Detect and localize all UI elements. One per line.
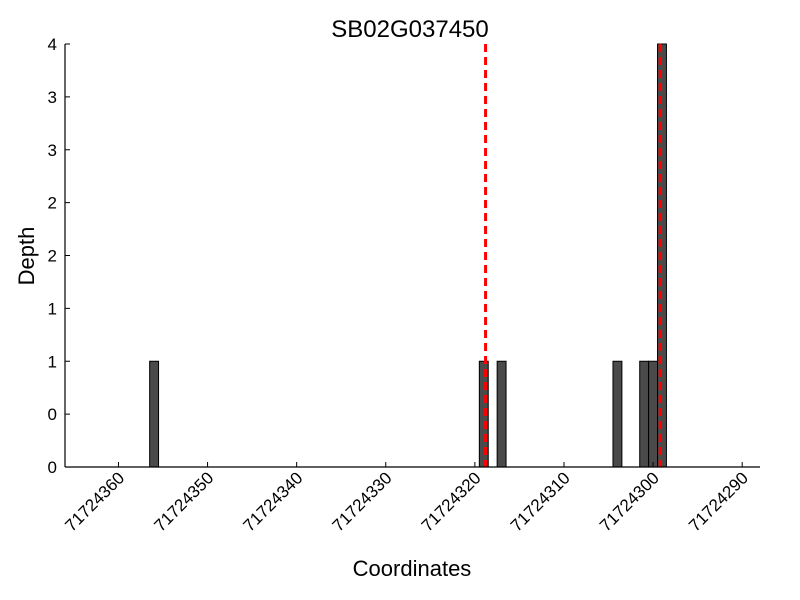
x-tick-label: 71724340 (240, 468, 307, 535)
x-tick-label: 71724360 (61, 468, 128, 535)
y-tick-label: 3 (48, 88, 57, 107)
x-tick-label: 71724330 (329, 468, 396, 535)
chart-title: SB02G037450 (331, 16, 488, 43)
bars (149, 43, 667, 468)
y-tick-label: 1 (48, 299, 57, 318)
marker-lines (484, 44, 662, 467)
bar (639, 360, 650, 468)
y-ticks: 0 0 1 1 2 2 3 3 4 (48, 35, 70, 477)
y-axis-label: Depth (14, 227, 39, 286)
x-ticks: 71724360 71724350 71724340 71724330 71724320… (61, 462, 752, 535)
x-tick-label: 71724290 (685, 468, 752, 535)
y-tick-label: 1 (48, 352, 57, 371)
x-tick-label: 71724350 (150, 468, 217, 535)
y-tick-label: 2 (48, 194, 57, 213)
x-tick-label: 71724320 (418, 468, 485, 535)
y-tick-label: 0 (48, 405, 57, 424)
y-tick-label: 0 (48, 458, 57, 477)
y-tick-label: 3 (48, 141, 57, 160)
x-tick-label: 71724300 (596, 468, 663, 535)
bar (648, 360, 659, 468)
x-tick-label: 71724310 (507, 468, 574, 535)
bar (149, 360, 160, 468)
x-axis-label: Coordinates (353, 556, 472, 581)
y-tick-label: 2 (48, 247, 57, 266)
y-tick-label: 4 (48, 35, 57, 54)
bar (496, 360, 507, 468)
bar (612, 360, 623, 468)
